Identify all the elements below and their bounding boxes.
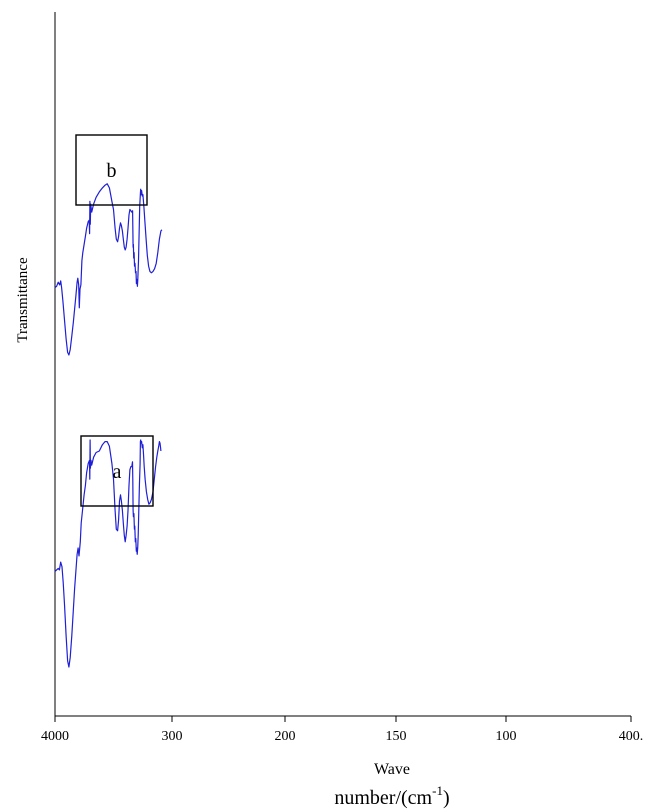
x-tick-label-0: 4000 bbox=[41, 729, 69, 744]
x-axis-label-line2: number/(cm-1) bbox=[334, 783, 449, 809]
series-layer bbox=[54, 183, 163, 668]
x-axis-label-sup: -1 bbox=[432, 783, 443, 798]
x-tick-label-2: 200 bbox=[275, 729, 296, 744]
series-line-a bbox=[54, 439, 162, 668]
label-box-b-text: b bbox=[107, 160, 117, 182]
label-box-b-frame bbox=[75, 134, 148, 206]
x-tick-label-4: 100 bbox=[496, 729, 517, 744]
x-ticks bbox=[54, 716, 632, 722]
label-box-a-text: a bbox=[113, 461, 122, 483]
label-box-a-frame bbox=[80, 435, 154, 507]
series-line-b bbox=[54, 183, 163, 356]
x-axis-label-end: ) bbox=[443, 787, 450, 809]
x-tick-labels: 4000 300 200 150 100 400. bbox=[41, 729, 643, 744]
label-box-a: a bbox=[80, 435, 154, 507]
x-tick-label-3: 150 bbox=[386, 729, 407, 744]
y-axis-label: Transmittance bbox=[15, 257, 31, 343]
x-axis-label-line1: Wave bbox=[374, 761, 410, 778]
label-box-b: b bbox=[75, 134, 148, 206]
x-tick-label-1: 300 bbox=[162, 729, 183, 744]
x-axis-label-base: number/(cm bbox=[334, 787, 432, 809]
x-tick-label-5: 400. bbox=[619, 729, 644, 744]
